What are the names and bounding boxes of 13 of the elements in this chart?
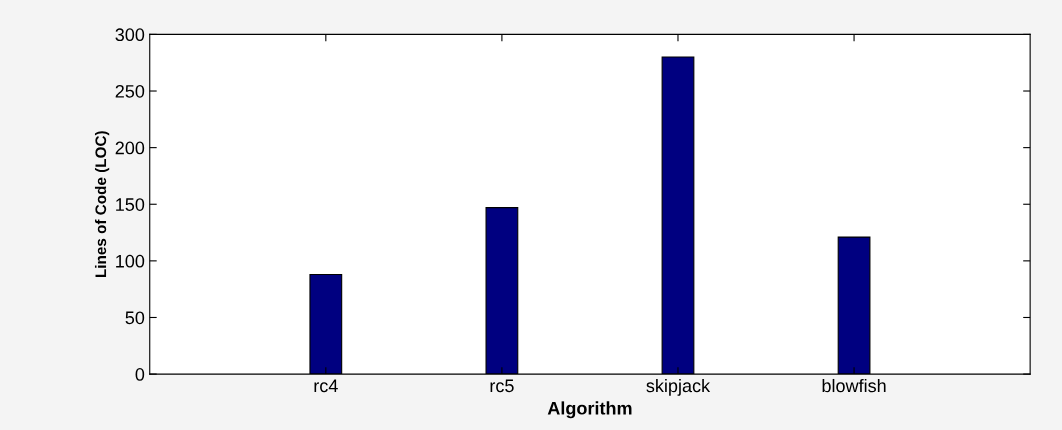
y-tick-label: 300 (115, 28, 145, 42)
x-tick-label: skipjack (646, 378, 711, 396)
y-tick-label: 250 (115, 84, 145, 98)
y-tick-label: 100 (116, 254, 145, 268)
x-tick-label: blowfish (822, 378, 886, 393)
y-axis-title: Lines of Code (LOC) (94, 131, 110, 278)
x-tick-label: rc5 (490, 379, 514, 393)
y-tick-label: 50 (125, 311, 145, 325)
x-axis-title: Algorithm (547, 401, 632, 419)
y-tick-label: 0 (135, 368, 145, 381)
y-tick-label: 150 (116, 198, 145, 211)
y-tick-label: 200 (115, 141, 145, 155)
x-tick-label: rc4 (314, 379, 338, 393)
